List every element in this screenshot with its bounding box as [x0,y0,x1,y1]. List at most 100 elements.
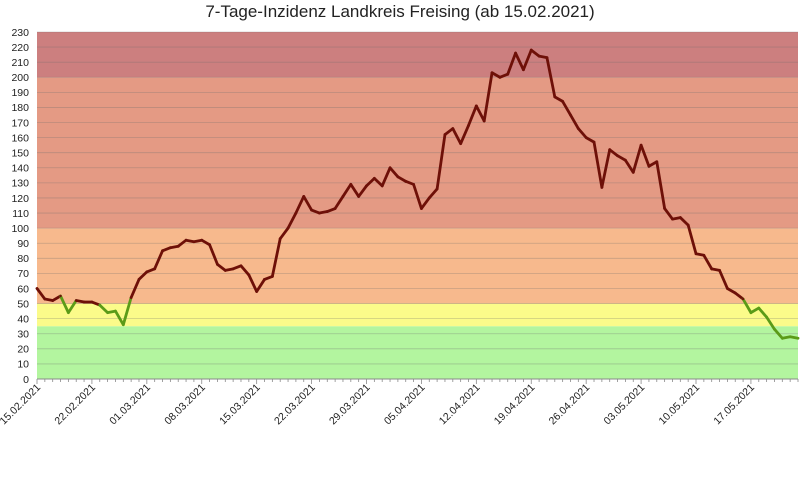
y-tick-label-120: 120 [11,193,29,205]
line-segment-30.04.2021 [616,154,627,162]
data-point-28.02.2021 [137,278,141,281]
x-axis-tick-labels: 15.02.2021 22.02.2021 01.03.2021 08.03.2021… [0,382,757,428]
data-point-01.04.2021 [388,166,392,169]
x-tick-label-05.04.2021: 05.04.2021 [382,382,428,428]
line-segment-02.05.2021 [631,143,643,174]
data-point-10.04.2021 [459,142,462,145]
data-point-17.03.2021 [271,275,274,278]
data-point-30.03.2021 [373,177,376,180]
x-tick-label-22.02.2021: 22.02.2021 [52,382,98,428]
line-segment-06.05.2021 [663,207,674,221]
y-tick-label-30: 30 [17,329,29,341]
line-segment-12.03.2021 [231,264,243,271]
line-segment-20.03.2021 [294,195,306,215]
data-point-27.02.2021 [129,296,133,299]
y-tick-label-210: 210 [11,57,29,69]
y-tick-label-80: 80 [17,253,29,265]
data-point-23.03.2021 [318,211,321,215]
band-200-230 [37,32,798,78]
line-segment-28.03.2021 [357,184,368,198]
data-point-13.03.2021 [239,264,243,268]
data-point-09.04.2021 [451,127,455,130]
x-tick-label-22.03.2021: 22.03.2021 [272,382,318,428]
y-tick-label-90: 90 [17,238,29,250]
y-tick-label-220: 220 [11,42,29,54]
data-point-20.05.2021 [773,328,776,331]
line-segment-04.05.2021 [647,160,659,168]
line-segment-02.03.2021 [153,249,164,271]
line-segment-14.03.2021 [247,273,259,293]
data-point-14.04.2021 [490,71,494,74]
line-segment-15.04.2021 [498,72,510,79]
data-point-05.05.2021 [655,160,658,163]
line-segment-08.05.2021 [678,216,690,227]
line-segment-18.03.2021 [278,226,290,241]
line-segment-04.04.2021 [412,182,423,210]
data-point-03.03.2021 [161,249,164,252]
data-point-18.02.2021 [59,294,62,298]
data-point-17.02.2021 [51,299,54,302]
line-segment-01.05.2021 [624,158,635,174]
line-segment-09.04.2021 [451,127,463,146]
line-segment-26.03.2021 [341,182,353,198]
x-tick-label-29.03.2021: 29.03.2021 [327,382,373,428]
y-tick-label-40: 40 [17,313,29,325]
line-segment-01.03.2021 [145,267,157,274]
data-point-08.03.2021 [200,239,203,242]
data-point-21.04.2021 [545,56,549,59]
data-point-28.03.2021 [357,195,360,198]
data-point-25.04.2021 [577,127,580,130]
data-point-10.03.2021 [216,263,219,266]
line-segment-07.04.2021 [435,133,447,191]
data-point-06.04.2021 [428,196,431,200]
y-tick-label-60: 60 [17,283,29,295]
data-point-11.03.2021 [224,269,227,272]
data-point-01.03.2021 [145,270,149,274]
data-point-15.05.2021 [734,291,737,295]
line-segment-21.04.2021 [545,56,557,99]
x-tick-label-19.04.2021: 19.04.2021 [492,382,538,428]
x-tick-label-15.03.2021: 15.03.2021 [217,382,263,428]
data-point-21.02.2021 [82,300,86,304]
line-segment-13.03.2021 [239,264,251,277]
line-segment-16.04.2021 [506,51,517,76]
line-segment-05.05.2021 [655,160,667,210]
band-50-100 [37,228,798,304]
threshold-bands [37,32,798,379]
x-tick-label-26.04.2021: 26.04.2021 [547,382,593,428]
line-segment-22.05.2021 [788,335,800,340]
data-point-27.04.2021 [592,140,596,144]
data-point-21.03.2021 [302,195,305,198]
data-point-03.04.2021 [404,180,407,183]
y-tick-label-170: 170 [11,117,29,129]
line-segment-24.03.2021 [325,207,337,213]
line-segment-30.03.2021 [372,176,384,188]
line-segment-28.02.2021 [137,270,149,281]
y-tick-label-100: 100 [11,223,29,235]
line-segment-31.03.2021 [380,166,392,188]
data-point-06.03.2021 [184,239,188,242]
line-segment-26.04.2021 [584,136,596,144]
line-segment-18.02.2021 [59,294,70,315]
y-tick-label-20: 20 [17,344,29,356]
x-tick-label-12.04.2021: 12.04.2021 [437,382,483,428]
incidence-line [35,48,800,340]
line-segment-17.04.2021 [514,51,525,72]
x-tick-label-01.03.2021: 01.03.2021 [107,382,153,428]
data-point-19.04.2021 [530,48,533,52]
y-tick-label-150: 150 [11,147,29,159]
data-point-28.04.2021 [600,186,604,189]
line-segment-15.05.2021 [733,291,745,301]
data-point-31.03.2021 [380,184,384,188]
data-point-20.03.2021 [294,211,298,215]
data-point-04.03.2021 [169,246,172,249]
line-segment-19.05.2021 [765,315,776,331]
line-segment-03.03.2021 [161,246,172,253]
data-point-22.03.2021 [310,208,313,212]
data-point-30.04.2021 [616,154,619,157]
data-point-13.05.2021 [718,269,721,272]
line-segment-25.02.2021 [114,309,125,327]
data-point-16.04.2021 [506,73,509,76]
